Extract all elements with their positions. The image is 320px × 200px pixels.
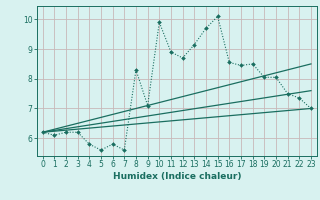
X-axis label: Humidex (Indice chaleur): Humidex (Indice chaleur) — [113, 172, 241, 181]
